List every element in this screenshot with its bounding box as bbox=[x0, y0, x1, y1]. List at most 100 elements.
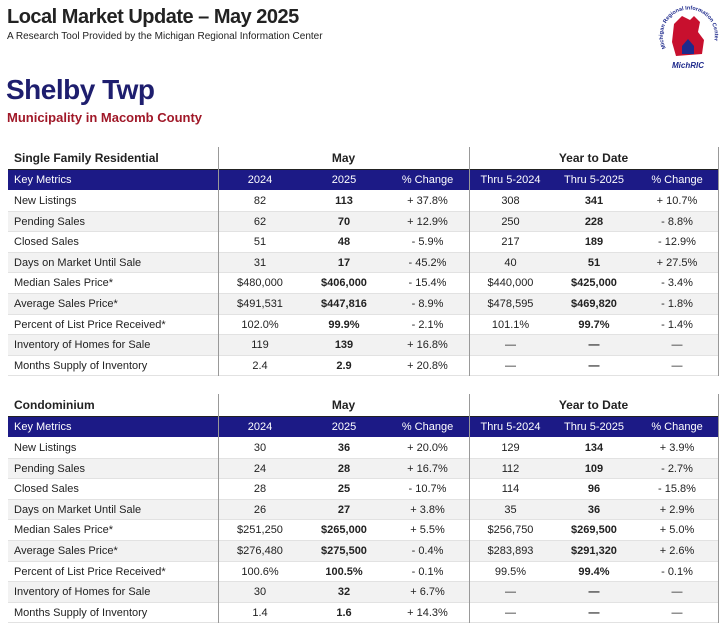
group-header: Year to Date bbox=[558, 398, 629, 412]
table-cell: $425,000 bbox=[571, 277, 617, 290]
logo-house bbox=[682, 39, 694, 54]
table-cell: — bbox=[505, 359, 516, 372]
table-cell: Percent of List Price Received* bbox=[14, 318, 166, 331]
table-cell: 1.6 bbox=[336, 606, 352, 619]
row-bg bbox=[8, 355, 718, 377]
table-cell: Inventory of Homes for Sale bbox=[14, 339, 151, 352]
table-cell: 1.4 bbox=[252, 606, 268, 619]
table-cell: 102.0% bbox=[241, 318, 279, 331]
table-cell: $469,820 bbox=[571, 298, 617, 310]
table-cell: 189 bbox=[584, 236, 604, 249]
divider bbox=[469, 147, 470, 377]
table-cell: Median Sales Price* bbox=[14, 277, 114, 290]
table-cell: 99.7% bbox=[578, 318, 610, 331]
table-cell: — bbox=[588, 359, 600, 372]
table-cell: Closed Sales bbox=[14, 483, 79, 496]
table-cell: - 2.1% bbox=[411, 318, 444, 331]
table-cell: - 15.8% bbox=[658, 483, 696, 496]
table-cell: 35 bbox=[504, 503, 517, 516]
table-cell: 99.4% bbox=[578, 565, 610, 578]
column-header: 2025 bbox=[331, 421, 357, 433]
divider bbox=[218, 394, 219, 624]
table-cell: $275,500 bbox=[321, 545, 367, 557]
table-cell: - 0.1% bbox=[411, 565, 444, 578]
table-cell: New Listings bbox=[14, 442, 77, 454]
divider bbox=[718, 147, 719, 377]
table-cell: Average Sales Price* bbox=[14, 545, 118, 557]
table-cell: $265,000 bbox=[321, 524, 367, 537]
table-cell: $276,480 bbox=[237, 545, 283, 557]
table-cell: $478,595 bbox=[487, 298, 534, 310]
table-cell: Pending Sales bbox=[14, 462, 85, 475]
divider bbox=[718, 394, 719, 624]
table-cell: Months Supply of Inventory bbox=[14, 606, 148, 619]
table-cell: 51 bbox=[253, 236, 267, 249]
table-cell: — bbox=[588, 606, 600, 619]
table-cell: $291,320 bbox=[571, 545, 617, 557]
table-cell: 114 bbox=[501, 483, 520, 496]
table-cell: - 10.7% bbox=[408, 483, 447, 496]
column-header: % Change bbox=[651, 421, 703, 433]
row-bg bbox=[8, 211, 718, 233]
table-cell: $283,893 bbox=[487, 545, 534, 557]
table-cell: Percent of List Price Received* bbox=[14, 565, 166, 578]
table-cell: - 1.8% bbox=[661, 298, 693, 310]
row-bg bbox=[8, 602, 718, 624]
table-cell: 100.5% bbox=[325, 565, 363, 578]
table-cell: 100.6% bbox=[241, 565, 279, 578]
table-cell: 99.5% bbox=[494, 565, 527, 578]
area-description: Municipality in Macomb County bbox=[7, 110, 203, 125]
table-cell: Pending Sales bbox=[14, 215, 85, 228]
table-cell: Days on Market Until Sale bbox=[14, 256, 142, 269]
table-cell: 28 bbox=[337, 462, 351, 475]
table-cell: Inventory of Homes for Sale bbox=[14, 586, 151, 599]
table-cell: — bbox=[671, 339, 683, 352]
table-cell: 24 bbox=[253, 462, 267, 475]
row-bg bbox=[8, 458, 718, 480]
table-cell: 28 bbox=[253, 483, 267, 496]
table-cell: — bbox=[671, 606, 683, 619]
section-label: Condominium bbox=[14, 398, 95, 412]
table-cell: + 3.9% bbox=[659, 442, 695, 454]
header-rule bbox=[8, 416, 718, 417]
table-cell: + 16.7% bbox=[407, 462, 448, 475]
table-cell: — bbox=[505, 586, 516, 599]
table-cell: - 0.1% bbox=[661, 565, 693, 578]
row-bg bbox=[8, 232, 718, 253]
table-cell: Closed Sales bbox=[14, 236, 79, 249]
table-cell: 32 bbox=[337, 586, 351, 599]
row-bg bbox=[8, 541, 718, 562]
table-cell: - 12.9% bbox=[658, 236, 696, 249]
table-cell: + 12.9% bbox=[407, 215, 448, 228]
table-cell: 228 bbox=[584, 215, 604, 228]
table-cell: + 16.8% bbox=[407, 339, 448, 352]
divider bbox=[218, 147, 219, 377]
row-bg bbox=[8, 314, 718, 336]
table-cell: Months Supply of Inventory bbox=[14, 359, 148, 372]
row-bg bbox=[8, 582, 718, 603]
row-bg bbox=[8, 499, 718, 521]
table-cell: New Listings bbox=[14, 195, 77, 207]
table-cell: + 6.7% bbox=[410, 586, 445, 599]
table-cell: $269,500 bbox=[571, 524, 617, 537]
row-bg bbox=[8, 335, 718, 356]
column-header: Thru 5-2025 bbox=[564, 174, 624, 186]
row-bg bbox=[8, 294, 718, 315]
column-header: Thru 5-2024 bbox=[480, 421, 541, 433]
subtitle: A Research Tool Provided by the Michigan… bbox=[7, 31, 323, 42]
table-cell: 101.1% bbox=[491, 318, 530, 331]
column-header: % Change bbox=[401, 174, 454, 186]
row-bg bbox=[8, 479, 718, 500]
table-cell: — bbox=[505, 339, 516, 352]
table-cell: 30 bbox=[253, 586, 267, 599]
column-header: 2024 bbox=[247, 174, 273, 186]
table-cell: Days on Market Until Sale bbox=[14, 503, 142, 516]
table-cell: 2.4 bbox=[252, 359, 268, 372]
row-bg bbox=[8, 561, 718, 583]
row-bg bbox=[8, 438, 718, 459]
table-cell: $251,250 bbox=[237, 524, 283, 537]
column-header: Key Metrics bbox=[14, 174, 72, 186]
table-cell: + 20.8% bbox=[407, 359, 448, 372]
table-cell: - 8.9% bbox=[411, 298, 444, 310]
